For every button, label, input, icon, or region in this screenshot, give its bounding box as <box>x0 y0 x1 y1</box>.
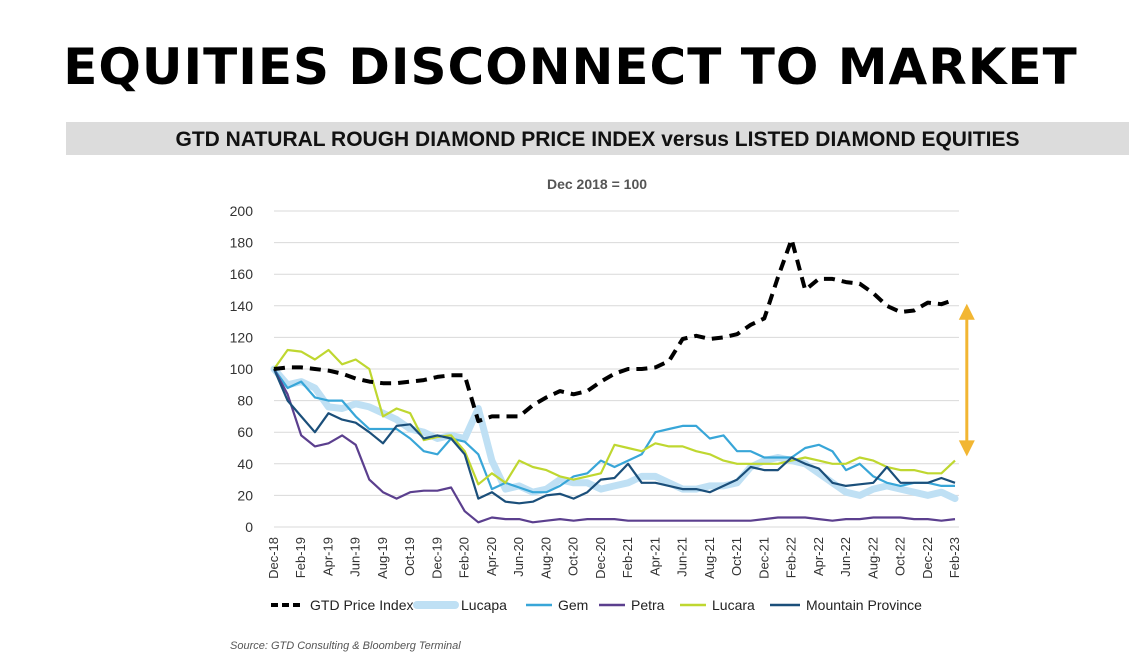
subtitle-banner: GTD NATURAL ROUGH DIAMOND PRICE INDEX ve… <box>66 122 1129 155</box>
x-tick-label: Jun-19 <box>348 537 363 577</box>
chart-legend: GTD Price Index Lucapa Gem Petra Lucara Mount… <box>271 597 922 613</box>
x-tick-label: Oct-22 <box>893 537 908 576</box>
series-line-gem <box>273 368 955 494</box>
legend-label: GTD Price Index <box>310 597 413 613</box>
legend-label: Petra <box>631 597 665 613</box>
x-tick-label: Dec-22 <box>920 537 935 579</box>
chart-subtitle: GTD NATURAL ROUGH DIAMOND PRICE INDEX ve… <box>175 128 1020 151</box>
y-tick-label: 140 <box>230 298 254 314</box>
x-tick-label: Aug-21 <box>702 537 717 579</box>
x-tick-label: Apr-21 <box>647 537 662 576</box>
y-axis-ticks: 0 20 40 60 80 100 120 140 160 180 200 <box>230 203 254 535</box>
gridlines <box>274 210 959 528</box>
y-tick-label: 40 <box>237 456 253 472</box>
x-tick-label: Oct-20 <box>566 537 581 576</box>
y-tick-label: 160 <box>230 266 254 282</box>
x-tick-label: Dec-19 <box>429 537 444 579</box>
y-tick-label: 100 <box>230 361 254 377</box>
gap-annotation <box>958 303 975 457</box>
x-tick-label: Feb-21 <box>620 537 635 578</box>
x-tick-label: Feb-19 <box>293 537 308 578</box>
series-line-petra <box>273 368 956 524</box>
y-tick-label: 0 <box>245 519 253 535</box>
page-title: EQUITIES DISCONNECT TO MARKET <box>63 38 1078 96</box>
y-tick-label: 80 <box>237 393 253 409</box>
x-tick-label: Apr-20 <box>484 537 499 576</box>
legend-label: Lucapa <box>461 597 507 613</box>
x-tick-label: Oct-21 <box>729 537 744 576</box>
x-axis-ticks: Dec-18 Feb-19 Apr-19 Jun-19 Aug-19 Oct-19 Dec-… <box>266 537 962 579</box>
source-note: Source: GTD Consulting & Bloomberg Termi… <box>230 640 461 652</box>
series-lines <box>270 237 959 524</box>
x-tick-label: Feb-23 <box>947 537 962 578</box>
y-tick-label: 120 <box>230 329 254 345</box>
x-tick-label: Feb-22 <box>784 537 799 578</box>
x-tick-label: Dec-18 <box>266 537 281 579</box>
legend-label: Lucara <box>712 597 755 613</box>
x-tick-label: Oct-19 <box>402 537 417 576</box>
x-tick-label: Apr-22 <box>811 537 826 576</box>
y-tick-label: 180 <box>230 235 254 251</box>
series-line-lucapa <box>270 365 959 503</box>
x-tick-label: Aug-22 <box>865 537 880 579</box>
x-tick-label: Dec-21 <box>756 537 771 579</box>
x-tick-label: Aug-20 <box>538 537 553 579</box>
y-tick-label: 200 <box>230 203 254 219</box>
x-tick-label: Dec-20 <box>593 537 608 579</box>
legend-label: Gem <box>558 597 588 613</box>
chart-title: Dec 2018 = 100 <box>547 176 647 192</box>
x-tick-label: Aug-19 <box>375 537 390 579</box>
series-line-lucara <box>273 348 956 486</box>
x-tick-label: Jun-20 <box>511 537 526 577</box>
legend-label: Mountain Province <box>806 597 922 613</box>
x-tick-label: Feb-20 <box>457 537 472 578</box>
x-tick-label: Jun-21 <box>675 537 690 577</box>
arrow-head-down <box>958 440 975 457</box>
x-tick-label: Jun-22 <box>838 537 853 577</box>
y-tick-label: 60 <box>237 424 253 440</box>
x-tick-label: Apr-19 <box>320 537 335 576</box>
series-line-mountain-province <box>272 368 956 505</box>
arrow-head-up <box>958 303 975 320</box>
series-line-gtd-price-index <box>273 237 956 424</box>
y-tick-label: 20 <box>237 487 253 503</box>
